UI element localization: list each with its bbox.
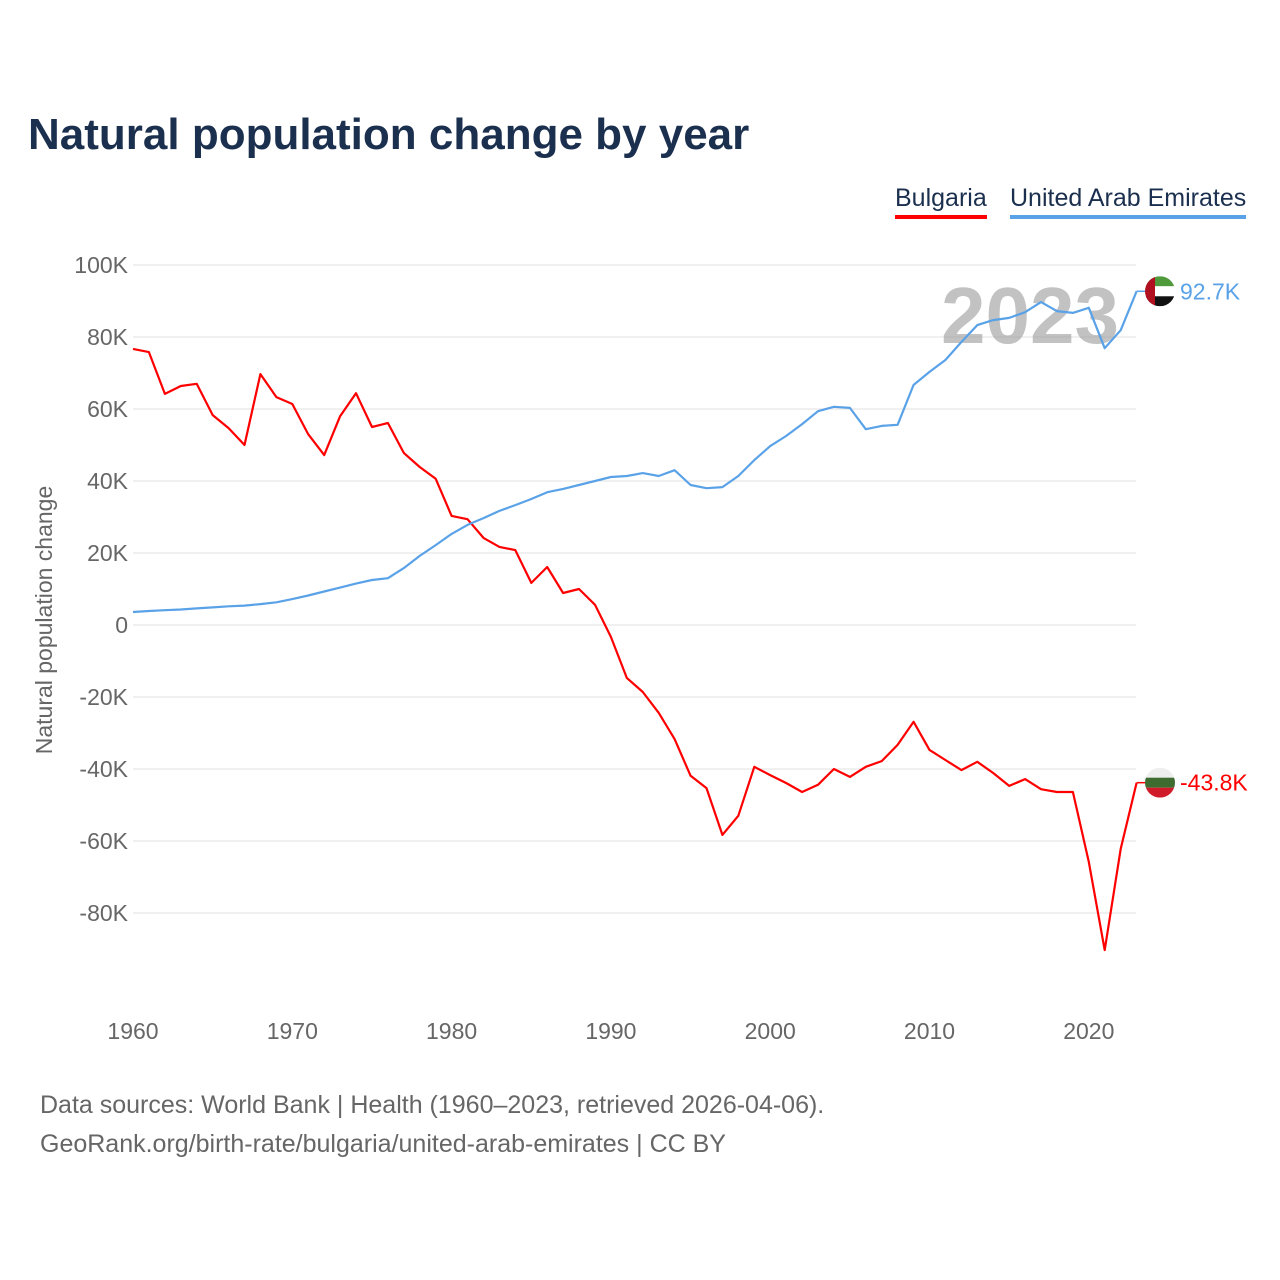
flag-stripes: [1145, 276, 1175, 307]
x-tick-label: 1970: [267, 1018, 318, 1044]
uae-flag-icon: [1145, 276, 1175, 307]
flag-stripe-red: [1145, 787, 1175, 798]
y-tick-label: 80K: [87, 324, 129, 350]
bulgaria-flag-icon: [1145, 767, 1175, 798]
x-tick-label: 1960: [107, 1018, 158, 1044]
y-axis-label: Natural population change: [31, 486, 57, 755]
x-tick-label: 1980: [426, 1018, 477, 1044]
y-tick-label: 20K: [87, 540, 129, 566]
current-year-watermark: 2023: [941, 271, 1119, 360]
flag-stripes: [1145, 767, 1175, 798]
x-tick-label: 1990: [585, 1018, 636, 1044]
x-tick-label: 2000: [745, 1018, 796, 1044]
y-tick-label: 40K: [87, 468, 129, 494]
footer: Data sources: World Bank | Health (1960–…: [40, 1086, 824, 1164]
flag-stripe-black: [1145, 296, 1175, 307]
x-tick-label: 2010: [904, 1018, 955, 1044]
flag-stripe-white: [1145, 286, 1175, 297]
series-line-bulgaria: [132, 347, 1138, 952]
y-tick-label: 60K: [87, 396, 129, 422]
flag-stripe-green: [1145, 777, 1175, 788]
y-tick-label: 100K: [74, 252, 128, 278]
flag-stripe-red: [1145, 276, 1155, 307]
data-source-text: Data sources: World Bank | Health (1960–…: [40, 1091, 825, 1119]
flag-stripe-white: [1145, 767, 1175, 778]
y-tick-label: -80K: [79, 900, 128, 926]
flag-stripe-green: [1145, 276, 1175, 287]
x-tick-label: 2020: [1063, 1018, 1114, 1044]
end-value-label: 92.7K: [1180, 278, 1241, 304]
y-tick-label: -40K: [79, 756, 128, 782]
chart-title: Natural population change by year: [28, 110, 750, 159]
end-value-label: -43.8K: [1180, 770, 1248, 796]
legend-bulgaria[interactable]: Bulgaria: [895, 184, 987, 219]
y-tick-label: -60K: [79, 828, 128, 854]
series-line-uae: [132, 290, 1138, 614]
y-tick-label: 0: [115, 612, 128, 638]
y-tick-label: -20K: [79, 684, 128, 710]
source-link[interactable]: GeoRank.org/birth-rate/bulgaria/united-a…: [40, 1130, 726, 1158]
legend-united-arab-emirates[interactable]: United Arab Emirates: [1010, 184, 1247, 219]
